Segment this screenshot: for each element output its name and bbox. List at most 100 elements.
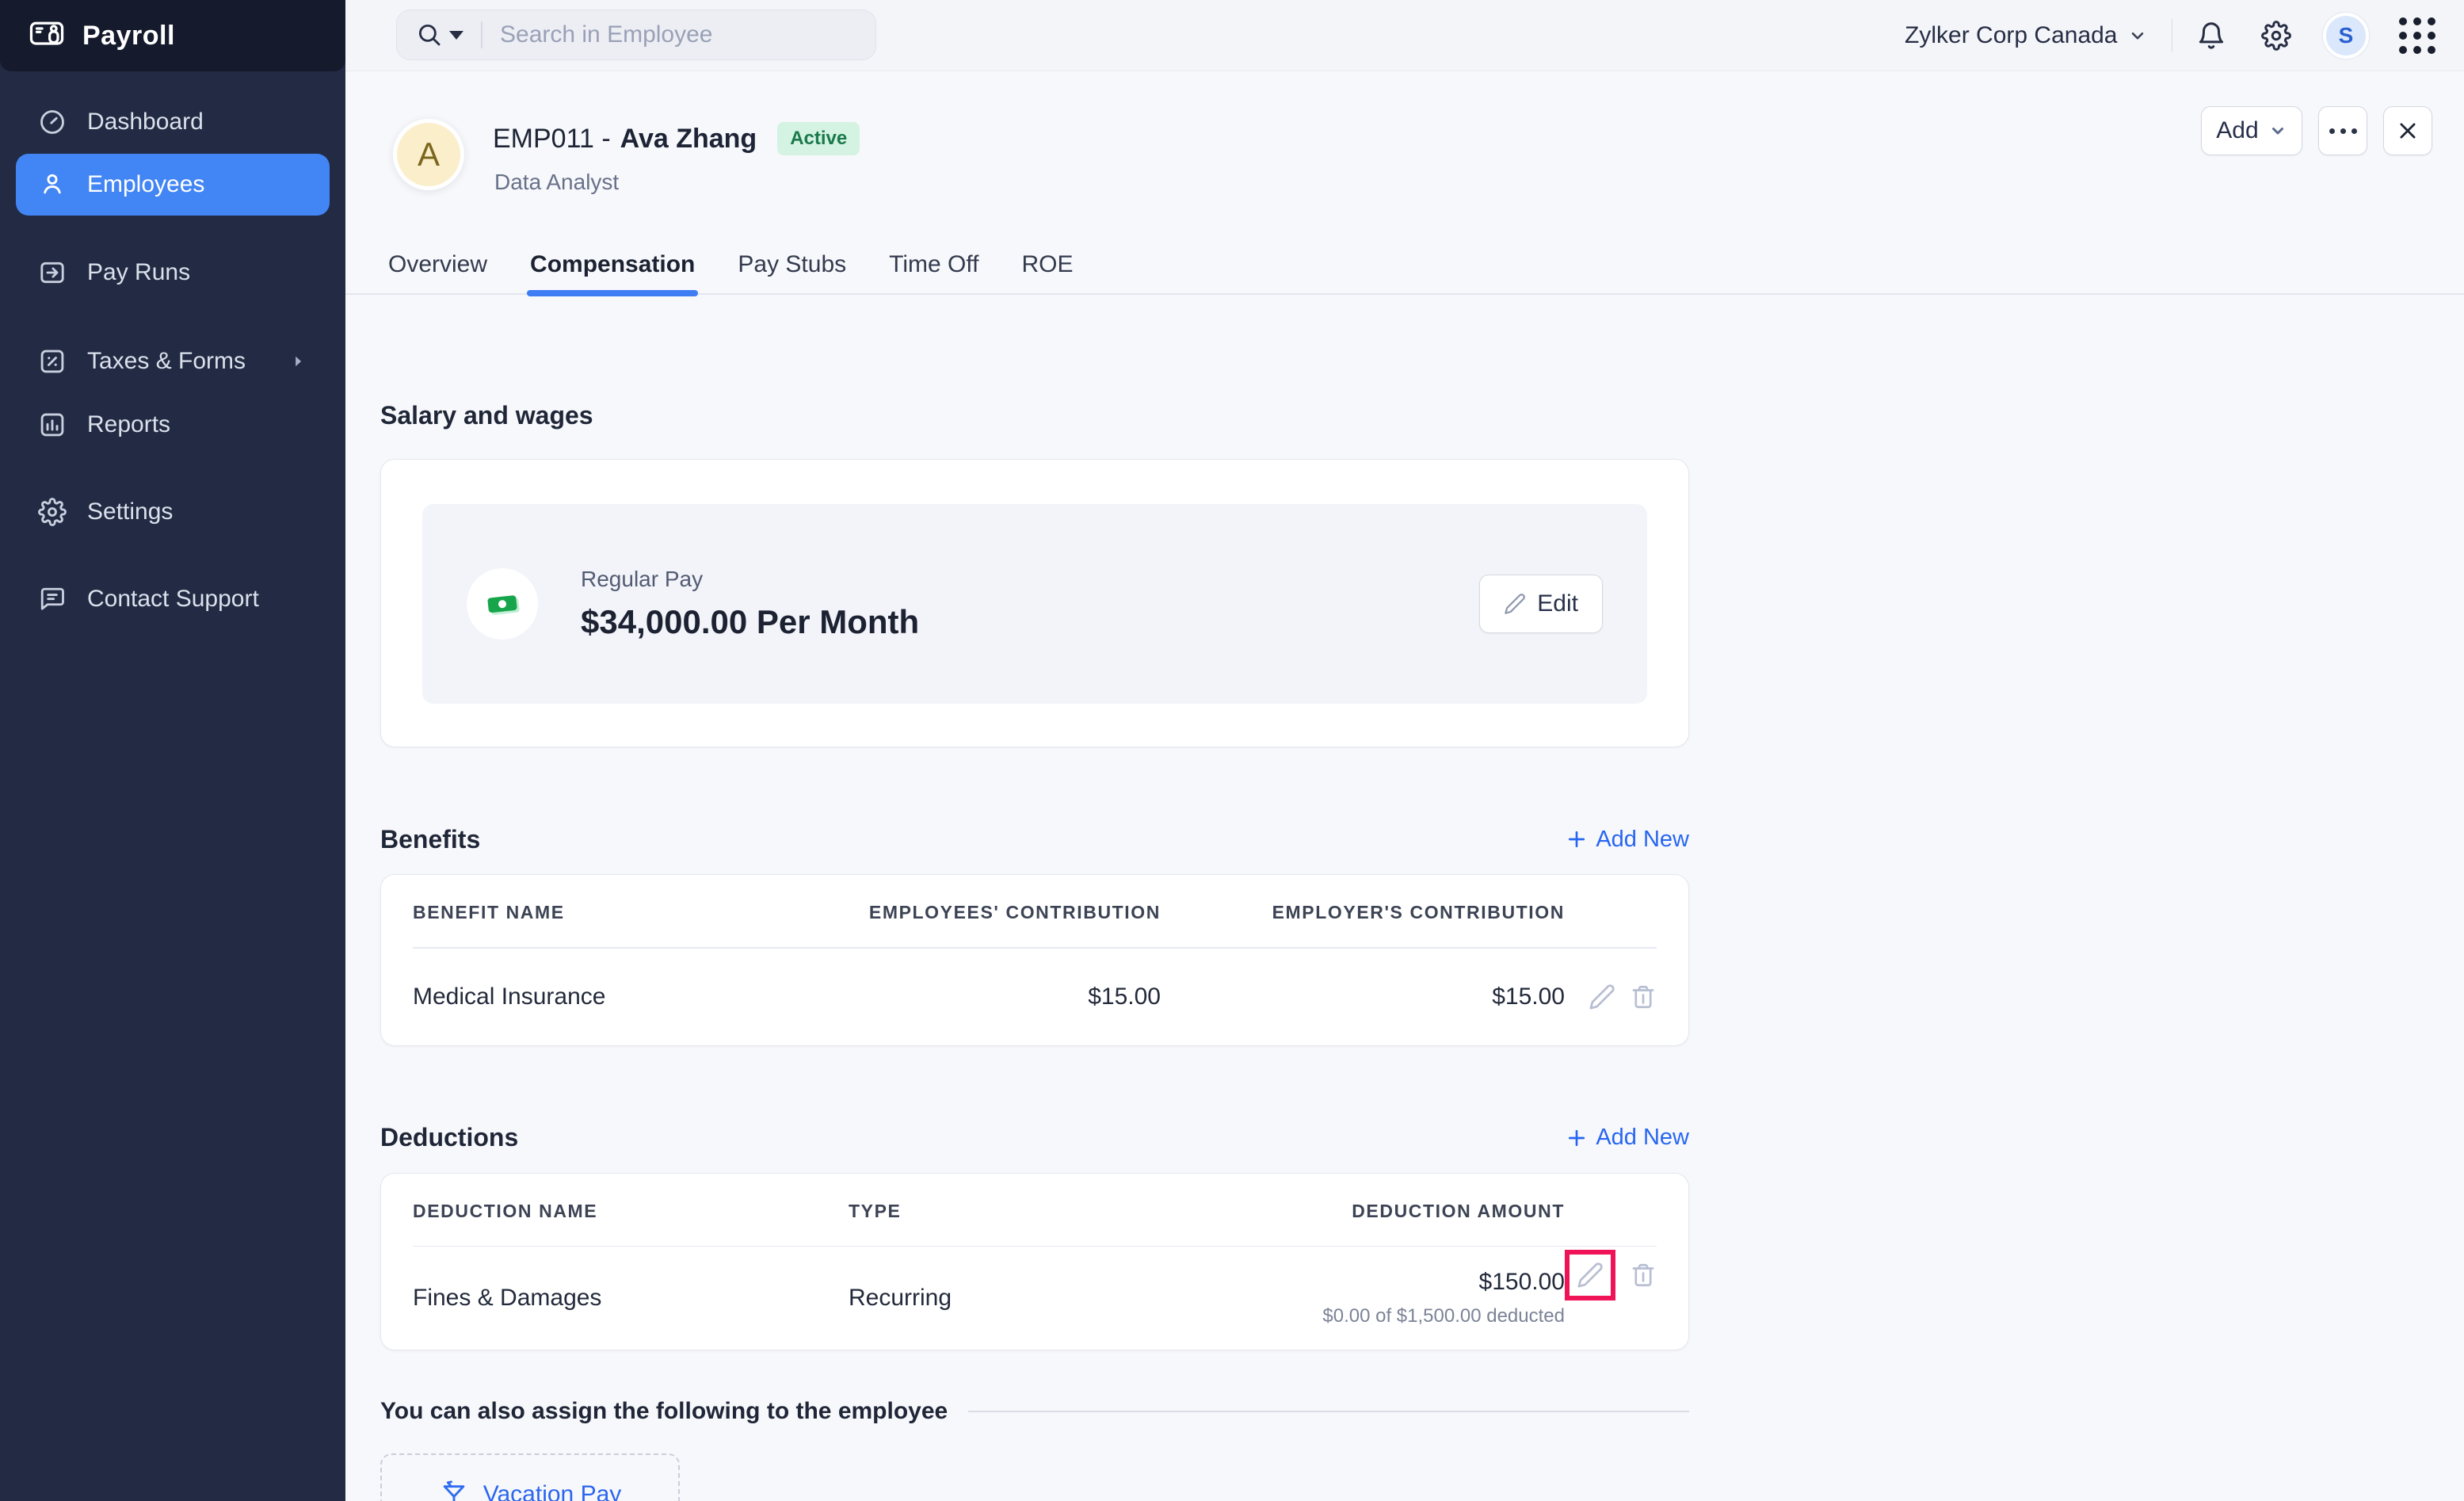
sidebar-nav: Dashboard Employees Pay Runs [0,90,345,631]
status-badge: Active [777,122,860,155]
sidebar-item-label: Settings [87,498,174,525]
header-actions: Add [2201,106,2432,155]
compensation-content: Salary and wages Regular Pay $34,000.00 … [380,366,1689,1501]
delete-benefit-trash-icon[interactable] [1630,983,1657,1010]
search-box[interactable] [396,10,876,60]
deduction-name: Fines & Damages [413,1285,602,1311]
sidebar-item-pay-runs[interactable]: Pay Runs [16,241,330,304]
edit-salary-button[interactable]: Edit [1479,575,1603,633]
assign-divider [968,1411,1689,1412]
tab-compensation[interactable]: Compensation [527,238,699,296]
deductions-table: DEDUCTION NAME TYPE DEDUCTION AMOUNT Fin… [380,1172,1689,1350]
benefit-row: Medical Insurance $15.00 $15.00 [381,949,1688,1045]
sidebar: Payroll Dashboard Employees [0,0,345,1501]
bell-icon[interactable] [2196,21,2226,51]
sidebar-item-reports[interactable]: Reports [16,393,330,456]
taxes-forms-icon [38,347,67,376]
employee-avatar: A [393,119,464,190]
tab-overview[interactable]: Overview [388,251,488,277]
search-icon [416,21,443,48]
gear-icon [38,498,67,526]
deduction-amount: $150.00 [1478,1269,1565,1295]
sidebar-item-contact-support[interactable]: Contact Support [16,567,330,631]
benefits-table-header: BENEFIT NAME EMPLOYEES' CONTRIBUTION EMP… [381,875,1688,947]
chat-bubble-icon [38,585,67,613]
deduction-amount-cell: $150.00 $0.00 of $1,500.00 deducted [1089,1269,1565,1327]
pencil-icon [1504,593,1526,615]
employee-role: Data Analyst [494,170,620,194]
sidebar-item-dashboard[interactable]: Dashboard [16,90,330,154]
cash-icon-circle [467,568,538,640]
sidebar-item-label: Employees [87,171,205,197]
employees-icon [38,170,67,199]
chevron-down-icon[interactable] [2127,25,2148,46]
topbar: Zylker Corp Canada S [345,0,2464,71]
sidebar-item-taxes-forms[interactable]: Taxes & Forms [16,330,330,393]
deductions-title: Deductions [380,1123,519,1152]
table-divider [413,1245,1657,1247]
edit-benefit-pencil-icon[interactable] [1589,983,1615,1010]
org-selector[interactable]: Zylker Corp Canada [1905,22,2118,48]
benefits-header: Benefits Add New [380,822,1689,857]
sidebar-item-employees[interactable]: Employees [16,154,330,216]
sidebar-item-label: Contact Support [87,586,259,612]
benefits-title: Benefits [380,824,481,854]
app-title: Payroll [82,20,175,51]
table-divider [413,947,1657,949]
tab-roe[interactable]: ROE [1021,251,1074,277]
add-button-label: Add [2216,117,2259,143]
more-options-button[interactable] [2318,106,2367,155]
sidebar-item-label: Dashboard [87,109,204,135]
delete-deduction-trash-icon[interactable] [1630,1262,1657,1289]
chevron-down-icon [2268,121,2287,140]
deductions-add-new-link[interactable]: Add New [1566,1125,1689,1151]
plus-icon [1566,1127,1588,1149]
employee-title: EMP011 - Ava Zhang Active [493,122,860,155]
tab-pay-stubs[interactable]: Pay Stubs [738,251,847,277]
vacation-pay-button[interactable]: Vacation Pay [380,1453,680,1501]
employee-detail-page: A EMP011 - Ava Zhang Active Data Analyst… [345,71,2464,1501]
pay-runs-icon [38,258,67,287]
tab-time-off[interactable]: Time Off [889,251,979,277]
employee-contribution-value: $15.00 [1088,983,1161,1010]
sidebar-item-settings[interactable]: Settings [16,480,330,544]
highlight-box [1565,1250,1615,1300]
search-scope-caret-icon[interactable] [449,30,463,40]
col-deduction-amount: DEDUCTION AMOUNT [1352,1200,1565,1221]
search-input[interactable] [500,21,833,48]
deduction-type: Recurring [849,1285,952,1311]
user-avatar[interactable]: S [2323,13,2369,59]
apps-grid-icon[interactable] [2399,17,2435,54]
add-new-label: Add New [1596,1125,1689,1150]
deduction-row-actions [1565,1250,1657,1300]
assign-section: You can also assign the following to the… [380,1398,1689,1425]
deductions-header: Deductions Add New [380,1121,1689,1155]
benefits-table: BENEFIT NAME EMPLOYEES' CONTRIBUTION EMP… [380,874,1689,1046]
vacation-pay-label: Vacation Pay [483,1481,622,1501]
deduction-progress: $0.00 of $1,500.00 deducted [1322,1305,1565,1327]
settings-gear-icon[interactable] [2261,21,2291,51]
sidebar-item-label: Taxes & Forms [87,348,246,374]
ellipsis-icon [2329,128,2357,134]
col-employers-contribution: EMPLOYER'S CONTRIBUTION [1272,902,1565,922]
col-deduction-name: DEDUCTION NAME [413,1200,598,1221]
topbar-right: Zylker Corp Canada S [1905,0,2435,71]
employee-code: EMP011 - [493,123,611,154]
benefit-name: Medical Insurance [413,983,606,1010]
edit-button-label: Edit [1537,590,1578,617]
deductions-table-header: DEDUCTION NAME TYPE DEDUCTION AMOUNT [381,1174,1688,1246]
chevron-right-icon [288,352,307,371]
employee-tabs: Overview Compensation Pay Stubs Time Off… [345,238,2464,296]
salary-text: Regular Pay $34,000.00 Per Month [581,567,919,641]
close-button[interactable] [2383,106,2432,155]
employee-name: Ava Zhang [620,123,757,154]
employer-contribution-value: $15.00 [1492,983,1565,1010]
add-button[interactable]: Add [2201,106,2302,155]
col-type: TYPE [849,1200,902,1221]
pay-type-label: Regular Pay [581,567,704,591]
salary-section-title: Salary and wages [380,401,593,430]
benefits-add-new-link[interactable]: Add New [1566,827,1689,853]
salary-card: Regular Pay $34,000.00 Per Month Edit [380,459,1689,747]
edit-deduction-pencil-icon[interactable] [1577,1262,1604,1289]
assign-text: You can also assign the following to the… [380,1398,948,1424]
